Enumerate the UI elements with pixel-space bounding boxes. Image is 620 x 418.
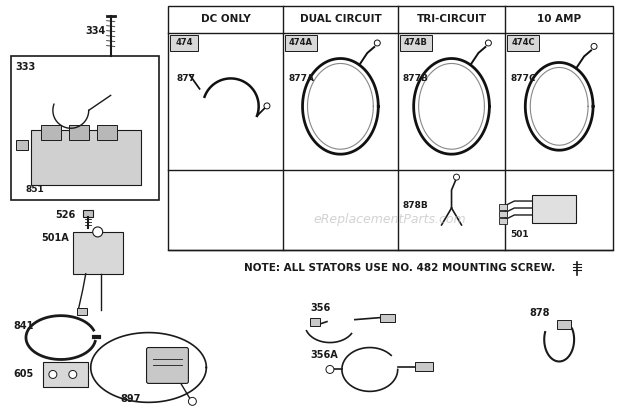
Circle shape (188, 398, 197, 405)
Bar (380, 314, 395, 321)
Text: 356: 356 (310, 303, 330, 313)
Text: 501A: 501A (41, 233, 69, 243)
Bar (77, 308, 87, 315)
Bar (97, 125, 117, 140)
Text: 877A: 877A (288, 74, 314, 84)
Circle shape (69, 370, 77, 378)
Text: 10 AMP: 10 AMP (537, 14, 581, 24)
Text: 897: 897 (120, 394, 141, 404)
Text: 333: 333 (15, 62, 35, 72)
Circle shape (374, 40, 380, 46)
Text: 877B: 877B (403, 74, 428, 84)
Text: 474A: 474A (289, 38, 313, 47)
Bar (169, 6, 613, 250)
Bar (400, 35, 432, 51)
Bar (285, 35, 317, 51)
Bar (73, 232, 123, 274)
Bar (499, 218, 507, 224)
Text: 605: 605 (13, 370, 33, 380)
Bar (43, 362, 88, 387)
FancyBboxPatch shape (146, 347, 188, 383)
Circle shape (49, 370, 57, 378)
Text: NOTE: ALL STATORS USE NO. 482 MOUNTING SCREW.: NOTE: ALL STATORS USE NO. 482 MOUNTING S… (244, 263, 556, 273)
Circle shape (326, 365, 334, 373)
Text: 877: 877 (177, 74, 195, 84)
Bar (31, 130, 141, 185)
Text: 877C: 877C (510, 74, 536, 84)
Text: 878B: 878B (403, 201, 428, 209)
Bar (82, 210, 93, 217)
Circle shape (264, 103, 270, 109)
Bar (499, 204, 507, 210)
Bar (310, 318, 320, 326)
Text: eReplacementParts.com: eReplacementParts.com (314, 214, 466, 227)
Bar (41, 125, 61, 140)
Bar (507, 35, 539, 51)
Text: 878: 878 (529, 308, 550, 318)
Text: 841: 841 (13, 321, 33, 331)
Text: 474B: 474B (404, 38, 428, 47)
Bar (557, 320, 571, 329)
Circle shape (453, 174, 459, 180)
Bar (170, 35, 198, 51)
Text: DC ONLY: DC ONLY (201, 14, 250, 24)
Text: 851: 851 (26, 185, 45, 194)
Text: 474: 474 (175, 38, 193, 47)
Bar (415, 362, 433, 372)
Text: 526: 526 (56, 210, 76, 220)
Circle shape (485, 40, 492, 46)
Text: 356A: 356A (310, 349, 338, 359)
Text: 501: 501 (510, 230, 529, 240)
Circle shape (93, 227, 103, 237)
Bar (499, 211, 507, 217)
Text: 474C: 474C (512, 38, 535, 47)
Bar (16, 140, 28, 150)
Circle shape (591, 43, 597, 49)
Bar (69, 125, 89, 140)
Text: 334: 334 (86, 25, 106, 36)
Text: TRI-CIRCUIT: TRI-CIRCUIT (417, 14, 487, 24)
Bar (11, 56, 159, 200)
Text: DUAL CIRCUIT: DUAL CIRCUIT (299, 14, 381, 24)
Bar (532, 195, 576, 223)
